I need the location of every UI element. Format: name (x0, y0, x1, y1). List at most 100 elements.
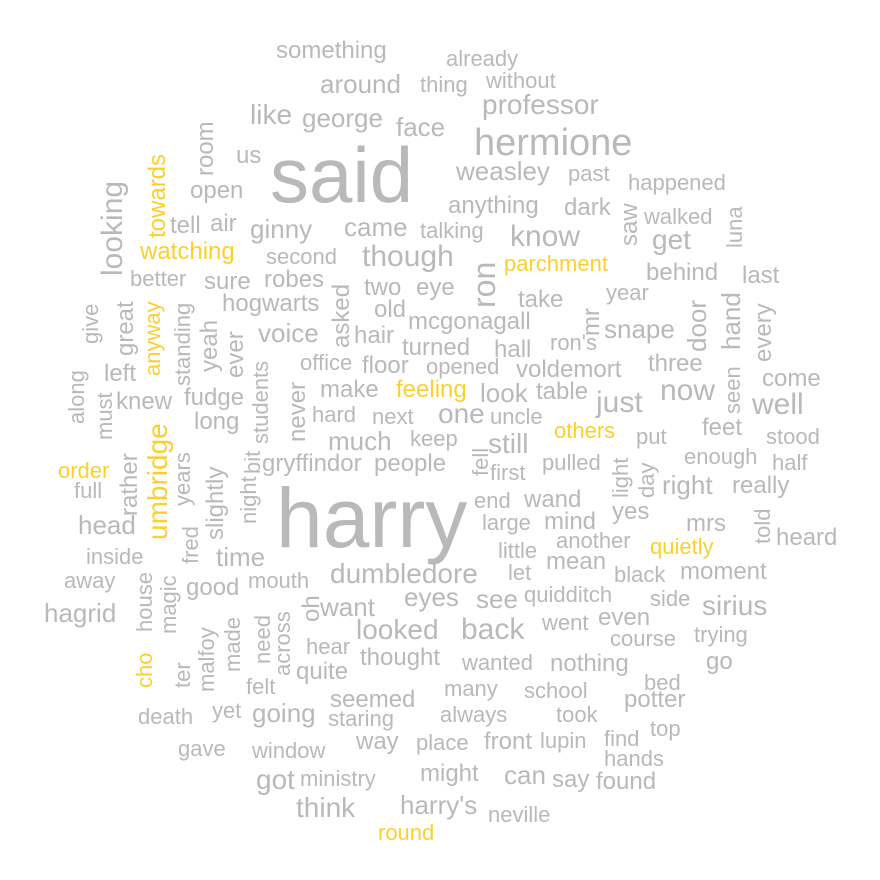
cloud-word: something (276, 37, 387, 64)
cloud-word: last (742, 262, 780, 289)
cloud-word: tell (170, 212, 201, 239)
cloud-word: away (64, 568, 116, 593)
cloud-word: dumbledore (330, 558, 478, 589)
cloud-word: umbridge (142, 423, 173, 540)
cloud-word: hands (604, 746, 664, 771)
cloud-word: ginny (250, 214, 313, 244)
cloud-word: professor (482, 89, 599, 120)
cloud-word: snape (604, 314, 675, 344)
cloud-word: go (706, 648, 733, 675)
cloud-word: good (186, 574, 240, 601)
cloud-word: come (762, 365, 821, 392)
cloud-word: see (476, 584, 518, 614)
cloud-word: rather (116, 453, 143, 516)
cloud-word: neville (488, 802, 551, 827)
cloud-word: ron (466, 261, 502, 308)
cloud-word: like (250, 99, 293, 130)
cloud-word: think (296, 792, 356, 823)
cloud-word: eye (416, 274, 455, 301)
cloud-word: across (270, 611, 295, 676)
cloud-word: left (104, 360, 137, 387)
cloud-word: air (210, 210, 237, 237)
cloud-word: hard (312, 402, 357, 427)
cloud-word: harry's (400, 790, 478, 820)
cloud-word: much (328, 426, 392, 456)
cloud-word: looked (356, 614, 439, 645)
cloud-word: even (598, 604, 651, 631)
cloud-word: half (772, 450, 808, 475)
cloud-word: trying (694, 622, 748, 647)
cloud-word: back (461, 613, 525, 646)
cloud-word: felt (246, 674, 276, 699)
cloud-word: fred (178, 526, 203, 564)
cloud-word: now (660, 374, 716, 407)
cloud-word: window (252, 738, 326, 763)
cloud-word: uncle (490, 404, 543, 429)
cloud-word: luna (722, 206, 747, 248)
cloud-word: give (78, 303, 103, 344)
cloud-word: harry (276, 471, 468, 565)
cloud-word: going (252, 698, 316, 728)
cloud-word: talking (420, 218, 484, 243)
cloud-word: round (378, 820, 435, 845)
cloud-word: course (610, 626, 677, 651)
cloud-word: sirius (702, 590, 768, 621)
cloud-word: still (488, 428, 529, 459)
cloud-word: get (652, 224, 691, 255)
cloud-word: second (266, 244, 337, 269)
cloud-word: nothing (550, 650, 629, 677)
cloud-word: room (192, 121, 219, 176)
cloud-word: pulled (542, 450, 601, 475)
cloud-word: mrs (686, 510, 726, 537)
cloud-word: know (510, 220, 581, 253)
cloud-word: night (236, 476, 261, 524)
cloud-word: front (484, 728, 533, 755)
cloud-word: slightly (202, 466, 229, 540)
cloud-word: anything (448, 192, 539, 219)
cloud-word: ministry (300, 766, 376, 791)
cloud-word: bit (240, 450, 265, 474)
cloud-word: thing (420, 72, 468, 97)
cloud-word: fell (468, 447, 493, 476)
cloud-word: parchment (504, 251, 608, 276)
cloud-word: well (752, 388, 804, 421)
cloud-word: sure (204, 268, 251, 295)
cloud-word: walked (644, 204, 713, 229)
cloud-word: long (194, 408, 240, 435)
cloud-word: end (474, 488, 511, 513)
cloud-word: hear (306, 634, 351, 659)
cloud-word: old (374, 296, 407, 323)
cloud-word: feeling (396, 376, 467, 403)
cloud-word: every (750, 303, 777, 362)
cloud-word: mind (544, 508, 597, 535)
cloud-word: one (438, 398, 485, 429)
cloud-word: bed (644, 670, 681, 695)
cloud-word: fudge (184, 384, 245, 411)
cloud-word: turned (402, 334, 471, 361)
cloud-word: anyway (140, 301, 165, 376)
cloud-word: first (490, 460, 526, 485)
cloud-word: voice (258, 318, 319, 348)
cloud-word: another (556, 528, 631, 553)
cloud-word: past (568, 161, 610, 186)
cloud-word: hogwarts (222, 290, 320, 317)
cloud-word: george (302, 103, 383, 133)
cloud-word: keep (410, 426, 458, 451)
cloud-word: day (634, 462, 659, 498)
cloud-word: just (596, 386, 643, 419)
cloud-word: hagrid (44, 598, 117, 628)
cloud-word: say (552, 766, 590, 793)
cloud-word: might (420, 760, 479, 787)
cloud-word: face (396, 112, 446, 142)
cloud-word: quite (296, 658, 349, 685)
cloud-word: people (374, 450, 447, 477)
cloud-word: staring (328, 706, 395, 731)
cloud-word: quidditch (524, 582, 613, 607)
cloud-word: quietly (650, 534, 714, 559)
cloud-word: top (650, 716, 681, 741)
cloud-word: side (650, 586, 691, 611)
cloud-word: black (614, 562, 666, 587)
cloud-word: came (344, 212, 408, 242)
cloud-word: right (662, 470, 713, 500)
